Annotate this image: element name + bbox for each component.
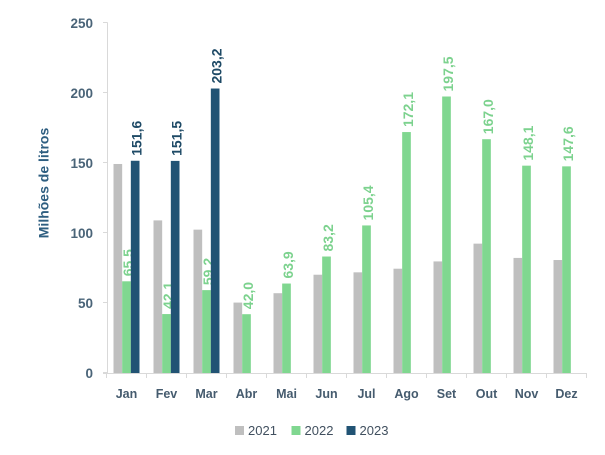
svg-text:Jul: Jul <box>357 387 375 401</box>
svg-text:197,5: 197,5 <box>440 56 456 91</box>
svg-text:151,5: 151,5 <box>169 121 185 156</box>
svg-text:151,6: 151,6 <box>129 121 145 156</box>
svg-text:148,1: 148,1 <box>520 125 536 160</box>
svg-text:Milhões de litros: Milhões de litros <box>36 128 52 239</box>
svg-text:Dez: Dez <box>555 387 577 401</box>
svg-text:Ago: Ago <box>394 387 419 401</box>
svg-text:83,2: 83,2 <box>320 224 336 251</box>
svg-text:Mai: Mai <box>276 387 297 401</box>
svg-text:Out: Out <box>476 387 498 401</box>
svg-text:200: 200 <box>70 86 93 101</box>
svg-text:2022: 2022 <box>305 423 334 438</box>
svg-text:Set: Set <box>437 387 457 401</box>
svg-text:150: 150 <box>70 156 93 171</box>
svg-text:250: 250 <box>70 16 93 31</box>
svg-text:172,1: 172,1 <box>400 92 416 127</box>
svg-text:203,2: 203,2 <box>209 48 225 83</box>
svg-text:0: 0 <box>85 366 93 381</box>
svg-text:42,0: 42,0 <box>240 282 256 309</box>
svg-text:2021: 2021 <box>248 423 277 438</box>
svg-text:Fev: Fev <box>156 387 178 401</box>
svg-text:50: 50 <box>78 296 93 311</box>
svg-text:Jan: Jan <box>116 387 138 401</box>
svg-text:105,4: 105,4 <box>360 185 376 220</box>
svg-text:2023: 2023 <box>360 423 389 438</box>
svg-text:Jun: Jun <box>315 387 337 401</box>
svg-text:Nov: Nov <box>515 387 539 401</box>
svg-text:100: 100 <box>70 226 93 241</box>
svg-text:63,9: 63,9 <box>280 251 296 278</box>
svg-text:Abr: Abr <box>236 387 258 401</box>
svg-text:167,0: 167,0 <box>480 99 496 134</box>
svg-text:147,6: 147,6 <box>560 126 576 161</box>
svg-text:Mar: Mar <box>195 387 217 401</box>
